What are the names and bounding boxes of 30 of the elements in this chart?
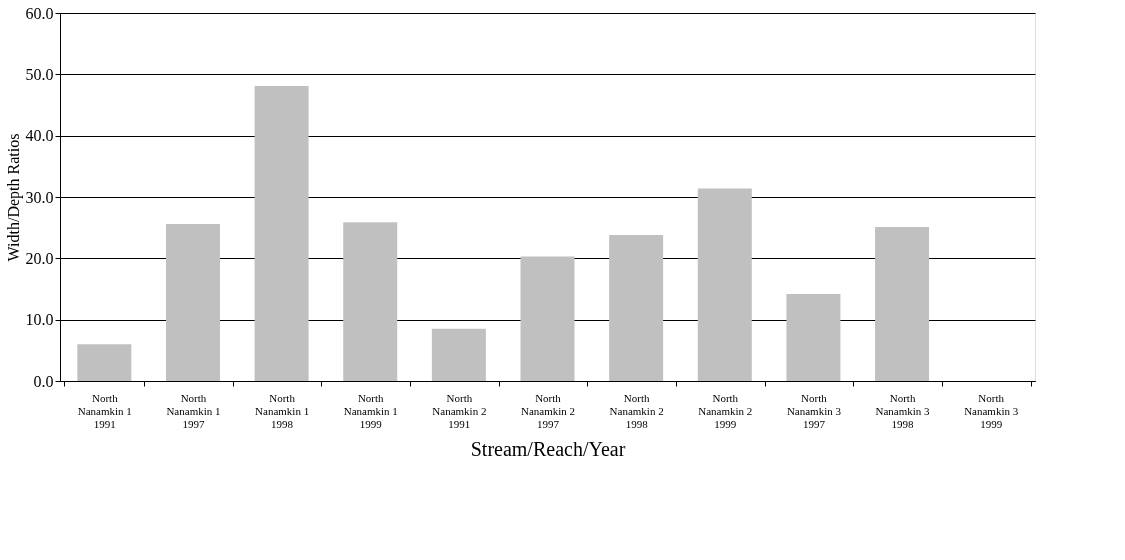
bar (875, 227, 930, 381)
x-tick-label: North Nanamkin 1 1997 (166, 391, 221, 430)
x-tick-label: North Nanamkin 2 1991 (432, 391, 487, 430)
bar (609, 235, 664, 381)
x-tick-label: North Nanamkin 1 1999 (343, 391, 398, 430)
x-tick-label: North Nanamkin 1 1998 (255, 391, 310, 430)
y-tick-label: 10.0 (25, 311, 54, 329)
x-tick-label: North Nanamkin 3 1997 (786, 391, 842, 430)
y-tick-label: 50.0 (25, 65, 54, 83)
y-tick-label: 40.0 (25, 127, 54, 145)
bar (343, 222, 398, 381)
x-tick-label: North Nanamkin 3 1999 (964, 391, 1019, 430)
y-tick-label: 20.0 (25, 249, 54, 267)
y-tick-label: 0.0 (33, 372, 54, 390)
bar (165, 223, 220, 381)
bar (254, 85, 309, 381)
bar (431, 328, 486, 381)
x-tick-label: North Nanamkin 2 1997 (520, 391, 576, 430)
x-tick-label: North Nanamkin 2 1999 (698, 391, 753, 430)
x-axis-title: Stream/Reach/Year (470, 437, 626, 460)
y-tick-label: 60.0 (25, 4, 54, 22)
bar (77, 344, 132, 381)
x-tick-label: North Nanamkin 3 1998 (875, 391, 931, 430)
y-tick-label: 30.0 (25, 188, 54, 206)
bar (786, 293, 841, 381)
y-axis-title: Width/Depth Ratios (4, 133, 23, 262)
x-tick-label: North Nanamkin 2 1998 (609, 391, 664, 430)
bar (697, 188, 752, 381)
x-tick-label: North Nanamkin 1 1991 (77, 391, 132, 430)
bar (520, 256, 575, 381)
